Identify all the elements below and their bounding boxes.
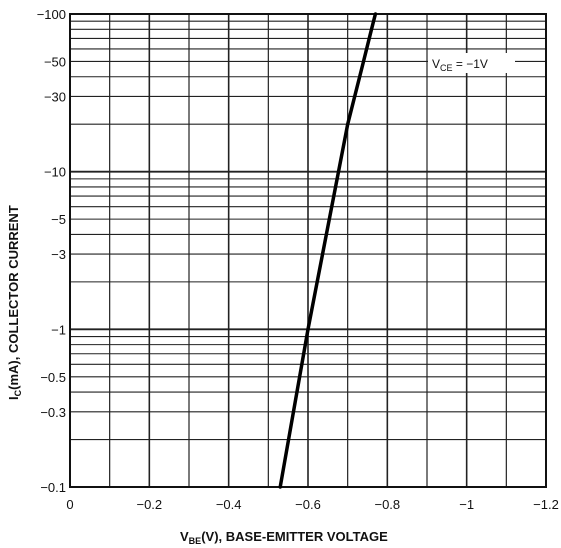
plot-frame bbox=[69, 13, 547, 488]
series-group bbox=[278, 12, 378, 489]
x-axis-label-sub: BE bbox=[189, 536, 202, 546]
x-tick-label: −1 bbox=[459, 497, 474, 512]
annotation: VCE = −1V bbox=[432, 57, 488, 73]
x-tick-label: −0.8 bbox=[374, 497, 400, 512]
x-tick-label: −0.2 bbox=[136, 497, 162, 512]
y-tick-label: −0.1 bbox=[40, 480, 66, 495]
series-line-0 bbox=[278, 12, 378, 489]
y-axis-label-rest: (mA), COLLECTOR CURRENT bbox=[6, 205, 21, 390]
y-tick-label: −1 bbox=[51, 322, 66, 337]
y-axis-label-main: I bbox=[6, 396, 21, 400]
annotation-background bbox=[428, 53, 515, 73]
y-tick-label: −50 bbox=[44, 54, 66, 69]
x-tick-label: 0 bbox=[66, 497, 73, 512]
y-tick-label: −0.3 bbox=[40, 405, 66, 420]
x-axis-label-rest: (V), BASE-EMITTER VOLTAGE bbox=[201, 529, 388, 544]
annotation-rest: = −1V bbox=[453, 57, 488, 71]
annotation-main: V bbox=[432, 57, 440, 71]
y-tick-label: −30 bbox=[44, 89, 66, 104]
x-tick-label: −0.6 bbox=[295, 497, 321, 512]
y-axis-label: IC(mA), COLLECTOR CURRENT bbox=[6, 205, 23, 400]
plot-border bbox=[69, 13, 547, 488]
y-axis-label-sub: C bbox=[13, 389, 23, 396]
x-axis-label: VBE(V), BASE-EMITTER VOLTAGE bbox=[180, 529, 388, 546]
y-tick-label: −0.5 bbox=[40, 370, 66, 385]
x-tick-label: −1.2 bbox=[533, 497, 559, 512]
y-tick-labels: −0.1 −0.3 −0.5 −1 −3 −5 −10 −30 −50 −100 bbox=[37, 7, 66, 495]
y-tick-label: −10 bbox=[44, 165, 66, 180]
grid bbox=[69, 14, 547, 488]
annotation-sub: CE bbox=[440, 63, 453, 73]
y-tick-label: −100 bbox=[37, 7, 66, 22]
y-tick-label: −3 bbox=[51, 247, 66, 262]
x-tick-labels: 0 −0.2 −0.4 −0.6 −0.8 −1 −1.2 bbox=[66, 497, 558, 512]
x-tick-label: −0.4 bbox=[216, 497, 242, 512]
y-tick-label: −5 bbox=[51, 212, 66, 227]
x-axis-label-main: V bbox=[180, 529, 189, 544]
